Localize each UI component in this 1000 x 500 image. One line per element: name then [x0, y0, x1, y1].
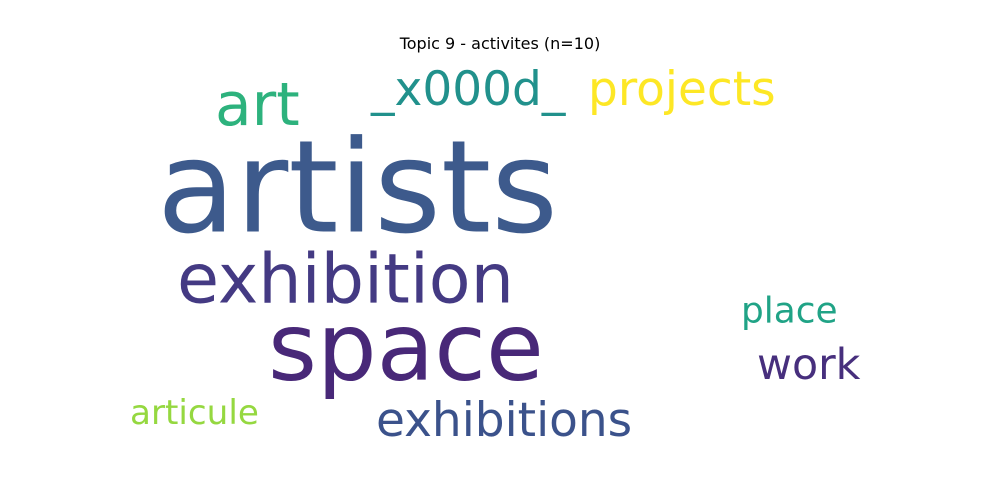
word-projects: projects	[588, 62, 776, 117]
word-exhibitions: exhibitions	[376, 393, 632, 448]
word-art: art	[215, 70, 300, 140]
chart-title: Topic 9 - activites (n=10)	[399, 34, 601, 53]
word-place: place	[741, 291, 838, 332]
word-space: space	[268, 294, 544, 403]
word-artists: artists	[157, 114, 558, 263]
word-articule: articule	[130, 393, 259, 433]
word-x000d: _x000d_	[370, 62, 566, 117]
word-work: work	[757, 340, 861, 390]
word-exhibition: exhibition	[177, 241, 514, 320]
